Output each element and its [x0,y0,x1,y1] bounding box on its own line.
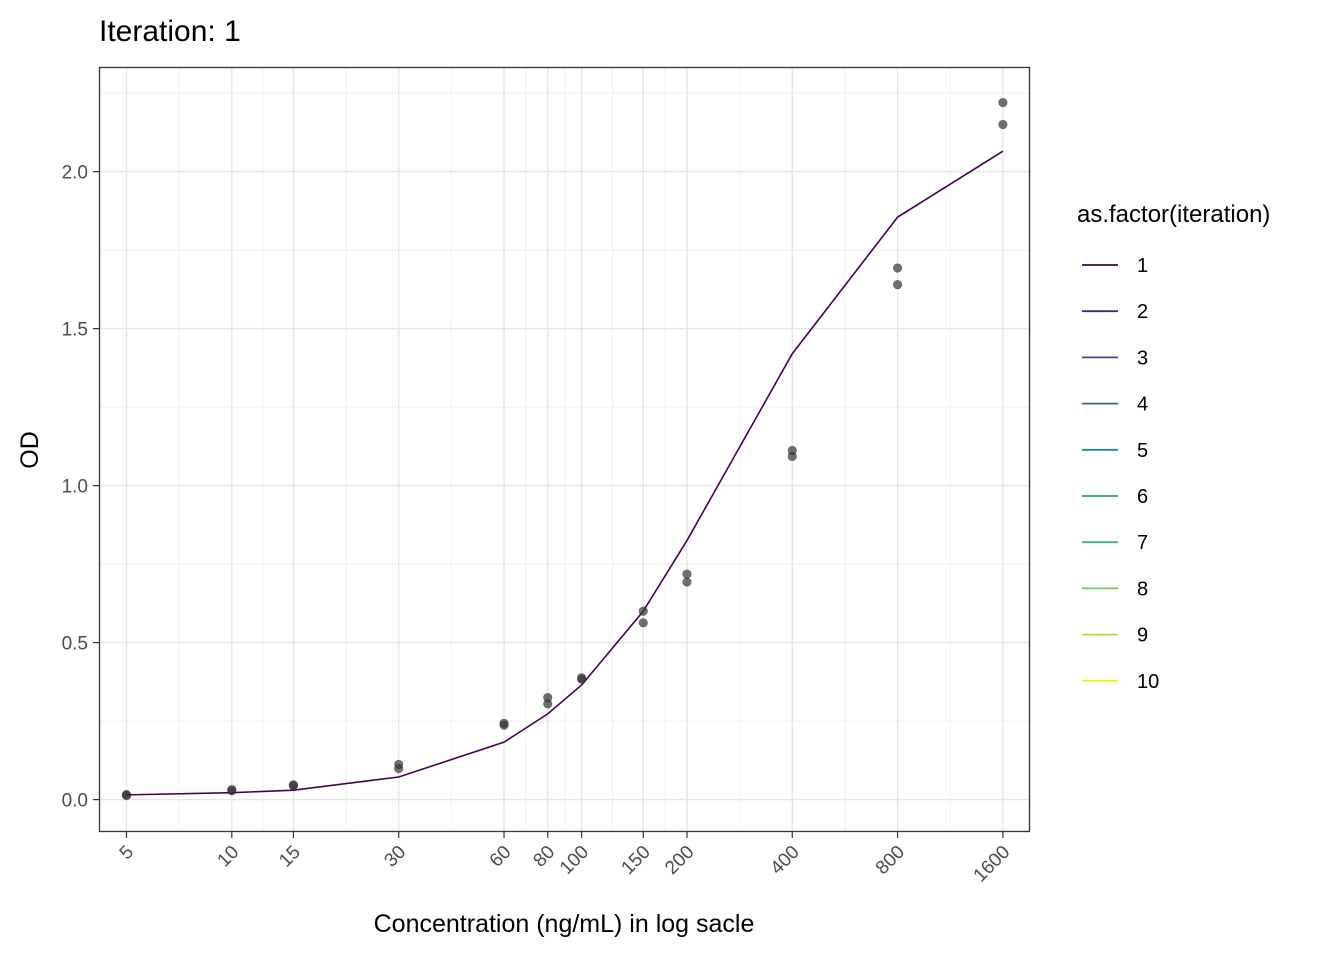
chart-title: Iteration: 1 [99,15,241,48]
data-point [892,263,903,273]
x-tick-label: 1600 [970,842,1015,887]
legend-title: as.factor(iteration) [1077,201,1270,228]
x-axis-title: Concentration (ng/mL) in log sacle [374,910,755,938]
x-tick-label: 200 [661,842,698,879]
legend-label: 1 [1137,255,1148,277]
data-point [227,784,237,795]
x-tick-label: 15 [275,842,305,872]
grid-minor [100,68,1029,831]
y-tick-label: 0.0 [62,791,88,812]
data-point [998,97,1008,108]
data-point [787,445,797,456]
points-layer [121,97,1008,801]
legend-label: 4 [1137,394,1148,416]
x-tick-label: 80 [529,842,559,872]
data-point [638,606,648,616]
plot-panel-border [98,66,1031,833]
x-tick-label: 100 [556,842,593,879]
x-tick-label: 400 [767,842,804,879]
y-axis: 0.0 0.5 1.0 1.5 2.0 [62,163,100,812]
data-point [499,718,509,728]
x-tick-label: 150 [618,842,655,879]
legend-label: 5 [1137,440,1148,462]
legend-items: 1 2 3 4 5 6 7 8 9 10 [1082,255,1159,693]
legend: as.factor(iteration) 1 2 3 4 5 6 7 8 9 10 [1077,201,1270,693]
y-tick-label: 1.0 [62,477,88,498]
y-axis-title: OD [16,431,44,469]
data-point [682,569,692,579]
x-tick-label: 60 [486,842,516,872]
legend-label: 6 [1137,486,1148,508]
legend-label: 7 [1137,532,1148,554]
data-point [577,673,587,683]
x-tick-label: 10 [214,842,244,872]
series-line-1 [126,150,1004,796]
legend-label: 3 [1137,347,1148,369]
data-point [998,119,1008,130]
y-tick-label: 0.5 [62,634,88,655]
legend-label: 10 [1137,671,1159,693]
data-point [288,780,299,790]
series-layer [126,150,1004,796]
x-tick-label: 30 [380,842,410,872]
data-point [543,692,553,703]
legend-label: 9 [1137,625,1148,647]
x-tick-label: 800 [872,842,909,879]
y-tick-label: 2.0 [62,163,88,184]
data-point [892,280,903,290]
x-tick-label: 5 [116,842,138,864]
data-point [394,759,404,770]
legend-label: 8 [1137,578,1148,600]
y-tick-label: 1.5 [62,320,88,341]
data-point [121,789,132,800]
data-point [682,577,692,587]
data-point [638,618,648,628]
legend-label: 2 [1137,301,1148,323]
